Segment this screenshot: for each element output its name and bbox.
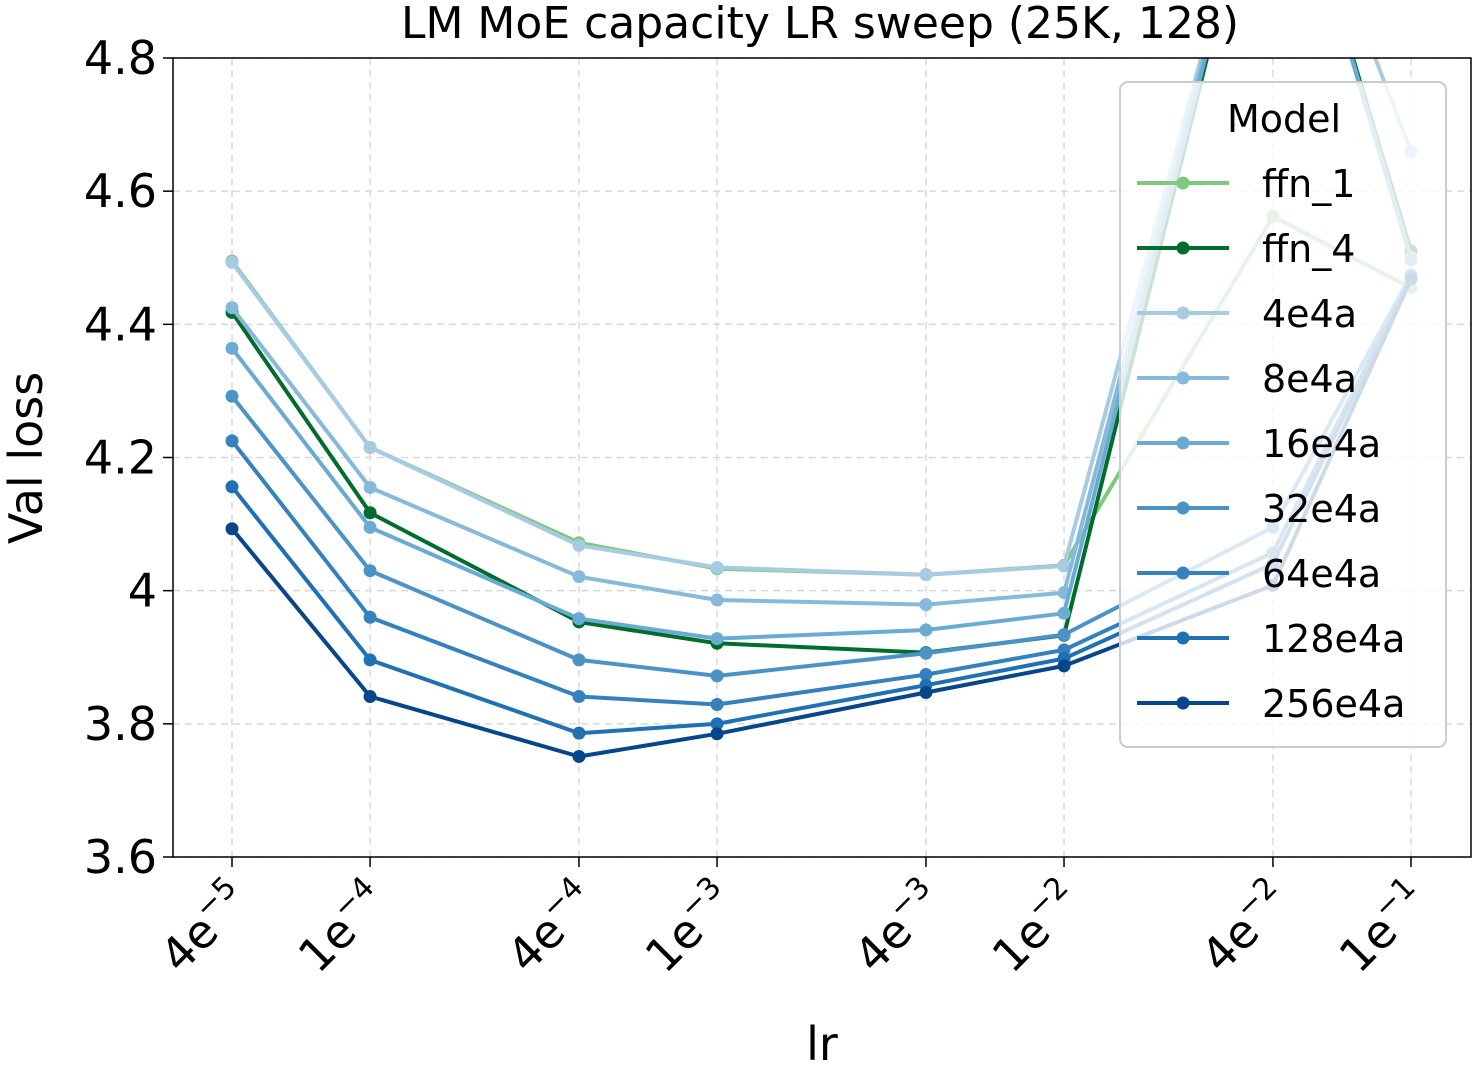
legend-entry: 64e4a [1137,552,1381,596]
data-point [919,668,933,682]
legend-entry: 256e4a [1137,682,1405,726]
data-point [572,653,586,667]
data-point [710,593,724,607]
x-axis: 4e−51e−4 4e−41e−3 4e−31e−2 4e−21e−1 [147,857,1439,983]
legend-label: 128e4a [1262,617,1405,661]
chart-title: LM MoE capacity LR sweep (25K, 128) [401,0,1239,49]
y-tick-label: 4.2 [84,431,157,485]
legend-label: 256e4a [1262,682,1405,726]
y-axis: 3.6 3.8 4 4.2 4.4 4.6 4.8 [84,31,173,884]
legend-label: ffn_1 [1262,162,1355,206]
legend-swatch-marker [1176,176,1190,190]
y-tick-label: 4.4 [84,297,157,351]
legend: Model ffn_1 ffn_4 4e4a 8e4a 16e4a 32e4a 64e4a 1… [1119,81,1447,748]
data-point [710,669,724,683]
data-point [919,623,933,637]
series-line [230,58,1413,655]
series-line [230,58,1413,577]
y-axis-label: Val loss [0,372,53,544]
data-point [363,690,377,704]
data-point [710,727,724,741]
data-point [363,441,377,455]
legend-swatch-marker [1176,436,1190,450]
series-line [230,58,1413,641]
legend-label: 16e4a [1262,422,1381,466]
data-point [225,255,239,269]
x-tick-label: 4e−2 [1188,870,1301,983]
data-point [919,568,933,582]
data-point [572,726,586,740]
legend-title: Model [1227,97,1341,141]
x-tick-label: 4e−5 [147,870,260,983]
data-point [363,520,377,534]
data-point [710,698,724,712]
data-point [225,341,239,355]
y-tick-label: 3.8 [84,697,157,751]
data-point [363,653,377,667]
data-point [710,717,724,731]
x-tick-label: 4e−4 [494,870,607,983]
legend-swatch-marker [1176,696,1190,710]
data-point [572,612,586,626]
y-tick-label: 4.6 [84,164,157,218]
data-point [1057,628,1071,642]
legend-entry: 4e4a [1137,292,1357,336]
data-point [710,560,724,574]
data-point [572,538,586,552]
legend-entry: 16e4a [1137,422,1381,466]
legend-swatch-marker [1176,501,1190,515]
y-tick-label: 4.8 [84,31,157,85]
data-point [919,646,933,660]
x-tick-label: 1e−2 [979,870,1092,983]
data-point [225,301,239,315]
series-4e4a [225,58,1418,582]
data-point [225,389,239,403]
legend-label: 4e4a [1262,292,1357,336]
legend-swatch-marker [1176,566,1190,580]
y-tick-label: 3.6 [84,830,157,884]
legend-entry: 128e4a [1137,617,1405,661]
data-point [225,522,239,536]
legend-entry: 8e4a [1137,357,1357,401]
x-tick-label: 4e−3 [841,870,954,983]
x-axis-label: lr [806,1017,838,1071]
data-point [1057,559,1071,573]
data-point [572,570,586,584]
data-point [363,610,377,624]
x-tick-label: 1e−3 [632,870,745,983]
data-point [1057,606,1071,620]
data-point [572,749,586,763]
data-point [919,686,933,700]
legend-label: 64e4a [1262,552,1381,596]
legend-label: 32e4a [1262,487,1381,531]
data-point [225,480,239,494]
legend-swatch-marker [1176,631,1190,645]
legend-swatch-marker [1176,241,1190,255]
y-tick-label: 4 [128,564,157,618]
legend-entry: ffn_4 [1137,227,1355,271]
legend-label: ffn_4 [1262,227,1355,271]
data-point [1057,659,1071,673]
legend-entry: 32e4a [1137,487,1381,531]
data-point [363,564,377,578]
legend-entry: ffn_1 [1137,162,1355,206]
data-point [225,434,239,448]
legend-swatch-marker [1176,371,1190,385]
x-tick-label: 1e−4 [285,870,398,983]
series-line [230,58,1413,607]
legend-label: 8e4a [1262,357,1357,401]
data-point [363,506,377,520]
data-point [710,632,724,646]
x-tick-label: 1e−1 [1326,870,1439,983]
legend-swatch-marker [1176,306,1190,320]
data-point [363,480,377,494]
data-point [919,598,933,612]
data-point [572,690,586,704]
